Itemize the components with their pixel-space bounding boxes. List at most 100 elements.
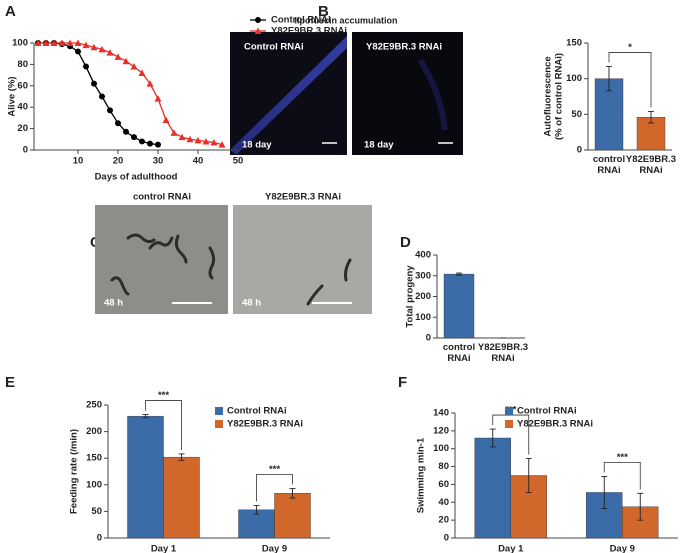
significance-label: * (628, 42, 632, 53)
y-axis-label: (% of control RNAi) (554, 53, 565, 140)
marker (210, 139, 218, 146)
error-bar (253, 505, 260, 515)
series-line (38, 42, 223, 146)
marker (202, 137, 210, 145)
y-axis-label: Feeding rate (/min) (69, 429, 80, 514)
image-time: 48 h (242, 298, 261, 309)
y-tick-label: 100 (415, 312, 431, 323)
legend-swatch (215, 407, 223, 415)
marker (138, 69, 146, 76)
significance-bracket (603, 461, 641, 490)
legend-label: Y82E9BR.3 RNAi (517, 419, 593, 430)
y-tick-label: 100 (12, 38, 28, 49)
error-bar (525, 458, 532, 493)
marker (74, 39, 82, 46)
x-tick-label: 20 (113, 156, 124, 167)
y-tick-label: 200 (86, 426, 102, 437)
significance-bracket (256, 474, 293, 502)
marker (123, 128, 129, 135)
significance-label: *** (617, 452, 628, 463)
panel-letter: B (318, 3, 329, 20)
marker (42, 39, 50, 46)
y-tick-label: 20 (17, 123, 28, 134)
x-tick-label-box: Y82E9BR.3 RNAi (625, 154, 677, 176)
panel-letter: E (5, 374, 15, 391)
legend-label: Y82E9BR.3 RNAi (227, 419, 303, 430)
marker (107, 107, 113, 114)
error-bar (456, 272, 462, 276)
worms (110, 233, 352, 306)
x-tick-label: Day 9 (610, 544, 635, 553)
bar (163, 456, 200, 539)
error-bar (289, 488, 296, 499)
marker (178, 133, 186, 141)
image-label: Y82E9BR.3 RNAi (265, 192, 341, 203)
y-tick-label: 140 (433, 408, 449, 419)
y-tick-label: 100 (86, 479, 102, 490)
y-axis-label: Swimming min-1 (416, 437, 427, 513)
y-tick-label: 80 (438, 461, 449, 472)
marker (122, 57, 130, 65)
y-tick-label: 0 (577, 145, 582, 156)
y-tick-label: 100 (433, 443, 449, 454)
x-tick-label: Y82E9BR.3 RNAi (625, 154, 677, 176)
legend-label: Control RNAi (227, 406, 287, 417)
marker (218, 141, 226, 148)
micrograph (95, 205, 228, 314)
image-time: 18 day (364, 140, 394, 151)
x-tick-label: Y82E9BR.3 RNAi (477, 342, 529, 364)
marker (130, 63, 138, 70)
y-tick-label: 50 (91, 506, 102, 517)
error-bar (648, 111, 654, 124)
marker (114, 53, 122, 60)
x-tick-label: 50 (233, 156, 244, 167)
legend-label: Control RNAi (271, 15, 331, 26)
y-tick-label: 0 (426, 333, 431, 344)
x-tick-label: 10 (73, 156, 84, 167)
y-tick-label: 20 (438, 515, 449, 526)
bar (474, 437, 511, 539)
legend-label: Control RNAi (517, 406, 577, 417)
x-tick-label: Day 1 (498, 544, 524, 553)
significance-bracket (145, 400, 182, 450)
x-tick-label: Day 9 (262, 544, 287, 553)
marker (50, 39, 58, 46)
x-tick-label: 40 (193, 156, 204, 167)
marker (98, 45, 106, 53)
image-label: control RNAi (133, 192, 191, 203)
bar (274, 493, 311, 539)
marker (186, 135, 194, 143)
y-axis-label: Autofluorescence (543, 56, 554, 136)
marker (58, 39, 66, 46)
image-title: lipofuscin accumulation (294, 15, 397, 25)
x-tick-label-box: Y82E9BR.3 RNAi (477, 342, 529, 364)
legend-marker (255, 17, 261, 23)
series-line (38, 42, 159, 146)
marker (146, 80, 154, 87)
y-tick-label: 40 (17, 102, 28, 113)
y-tick-label: 150 (566, 38, 582, 49)
legend-marker (254, 27, 262, 34)
panel-letter: F (398, 374, 407, 391)
marker (75, 48, 81, 55)
y-tick-label: 100 (566, 73, 582, 84)
x-axis-label: Days of adulthood (95, 172, 178, 183)
y-tick-label: 200 (415, 291, 431, 302)
y-tick-label: 0 (444, 533, 449, 544)
significance-label: *** (158, 390, 169, 401)
marker (106, 49, 114, 56)
marker (162, 116, 170, 124)
image-label: Control RNAi (244, 42, 304, 53)
y-tick-label: 60 (17, 80, 28, 91)
y-tick-label: 400 (415, 250, 431, 261)
marker (154, 95, 162, 102)
legend-swatch (505, 407, 513, 415)
y-axis-label: Alive (%) (7, 76, 18, 116)
y-tick-label: 80 (17, 59, 28, 70)
marker (131, 134, 137, 141)
marker (91, 80, 97, 87)
marker (90, 43, 98, 51)
y-tick-label: 40 (438, 497, 449, 508)
marker (99, 93, 105, 100)
